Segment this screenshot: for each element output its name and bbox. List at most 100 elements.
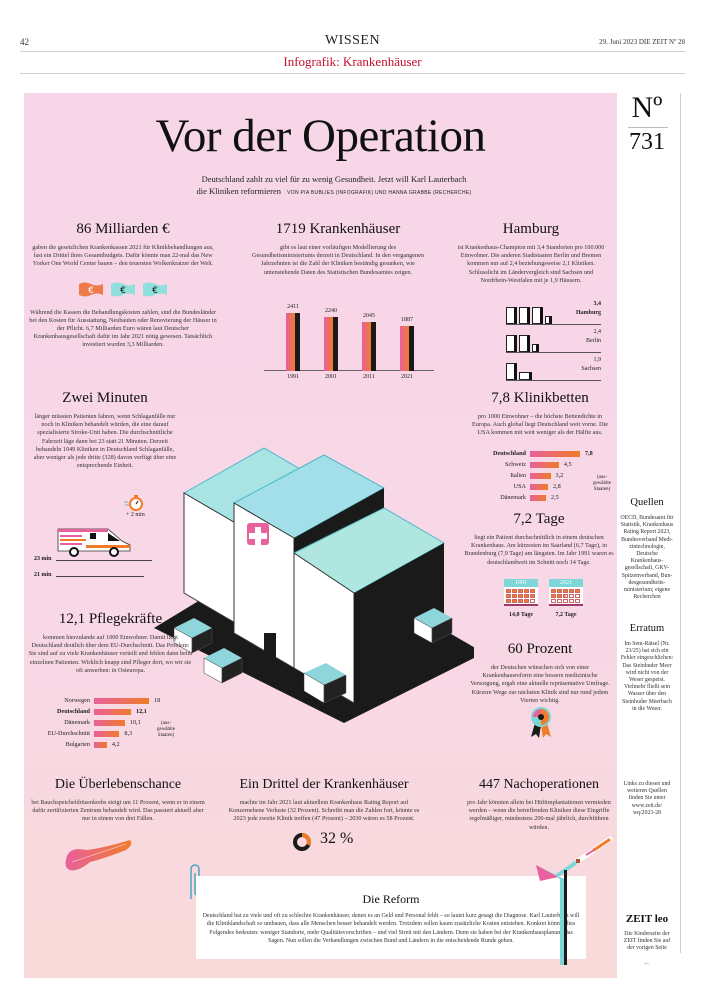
chart-category-label: 2001 bbox=[325, 374, 337, 380]
chart-bar bbox=[400, 325, 414, 371]
bar-label: Dänemark bbox=[64, 719, 90, 726]
award-rosette-icon bbox=[531, 707, 551, 738]
svg-text:€: € bbox=[88, 286, 94, 296]
bar bbox=[530, 483, 548, 490]
bar-value: 4,2 bbox=[111, 741, 120, 748]
hospital-count-chart: 2411 1991 2240 2001 2045 2011 1887 2021 bbox=[264, 298, 434, 380]
bar-value: 2,8 bbox=[552, 483, 561, 490]
lede-line-2: die Kliniken reformieren bbox=[196, 186, 282, 196]
bar bbox=[94, 697, 149, 704]
bar-value: 3,2 bbox=[555, 472, 564, 479]
bar-label: USA bbox=[513, 483, 526, 490]
svg-text:€: € bbox=[152, 286, 158, 296]
bar-row: Deutschland 7,8 bbox=[480, 448, 610, 459]
zeitleo-logo[interactable]: ZEIT leo bbox=[625, 913, 669, 925]
chart-value-label: 2411 bbox=[287, 304, 299, 311]
block-title: Ein Drittel der Krankenhäuser bbox=[239, 777, 409, 792]
arrow-23-min bbox=[56, 560, 152, 561]
reform-title: Die Reform bbox=[362, 892, 420, 906]
pflege-note: (aus-gewählte Staaten) bbox=[156, 721, 176, 738]
quellen-title: Quellen bbox=[630, 497, 664, 508]
block-nachoperationen: 447 Nachoperationen pro Jahr könnten all… bbox=[464, 777, 614, 832]
bar-label: Deutschland bbox=[492, 450, 526, 457]
ambulance-icon bbox=[57, 528, 131, 557]
bar-value: 2,5 bbox=[551, 494, 559, 501]
block-text: kommen hierzulande auf 1000 Einwohner. D… bbox=[28, 634, 193, 674]
bar-label: Deutschland bbox=[56, 708, 90, 715]
bar-value: 7,8 bbox=[585, 450, 593, 457]
page-title: Vor der Operation bbox=[155, 110, 486, 162]
hamburg-label: Sachsen bbox=[581, 366, 601, 372]
pancreas-icon bbox=[65, 840, 132, 871]
hamburg-row: 2,4 Berlin bbox=[506, 327, 601, 353]
building-icon bbox=[519, 335, 530, 352]
links-text: Links zu diesen und weiteren Quellen fin… bbox=[623, 781, 671, 816]
back-arrow-icon[interactable]: ← bbox=[643, 958, 651, 967]
donut-share bbox=[301, 833, 311, 846]
block-text: liegt ein Patient durchschnittlich in ei… bbox=[464, 534, 614, 566]
block-klinikbetten: 7,8 Klinikbetten pro 1000 Einwohner – di… bbox=[470, 390, 610, 438]
plus-two-min-label: + 2 min bbox=[126, 512, 145, 518]
block-text: gaben die gesetzlichen Krankenkassen 202… bbox=[32, 244, 214, 268]
block-60-prozent: 60 Prozent der Deutschen wünschen sich v… bbox=[470, 641, 610, 705]
infographic-poster: Vor der Operation Deutschland zahlt zu v… bbox=[24, 93, 617, 978]
bar bbox=[94, 730, 120, 737]
calendar-label: 7,2 Tage bbox=[555, 612, 577, 618]
building-icon bbox=[519, 307, 530, 324]
euro-banknote-icon: € bbox=[143, 282, 167, 297]
hamburg-value: 3,4 bbox=[593, 301, 602, 307]
bar-row: USA 2,8 bbox=[480, 481, 610, 492]
building-icon bbox=[532, 307, 543, 324]
reform-card: Die Reform Deutschland hat zu viele und … bbox=[196, 876, 586, 959]
chart-bar bbox=[286, 313, 300, 371]
infografik-subheading: Infografik: Krankenhäuser bbox=[20, 52, 685, 74]
klinikbetten-chart: Deutschland 7,8 Schweiz 4,5 Italien 3,2 USA 2,8… bbox=[480, 448, 610, 503]
entrance-door bbox=[264, 633, 276, 657]
erratum-text: Im Sem-Rätsel (Nr. 23/25) hat sich ein F… bbox=[620, 641, 674, 712]
euro-banknote-icon: € bbox=[79, 282, 103, 297]
bar-label: Schweiz bbox=[505, 461, 526, 468]
label-23-min: 23 min bbox=[34, 556, 52, 562]
lede: Deutschland zahlt zu viel für zu wenig G… bbox=[164, 173, 504, 199]
hamburg-value: 2,4 bbox=[593, 329, 602, 335]
calendar-comparison: 1991 14,0 Tage 2021 7,2 Tage bbox=[504, 579, 604, 629]
chart-category-label: 2011 bbox=[363, 374, 375, 380]
calendar-year: 1991 bbox=[504, 579, 538, 587]
block-text: ist Krankenhaus-Champion mit 3,4 Standor… bbox=[457, 244, 605, 284]
building-icon bbox=[506, 363, 517, 380]
bar-value: 12,1 bbox=[135, 708, 147, 715]
bar bbox=[530, 494, 547, 501]
bar-row: Bulgarien 4,2 bbox=[32, 739, 177, 750]
bar-value: 10,1 bbox=[129, 719, 141, 726]
block-krankenhaeuser: 1719 Krankenhäuser gibt es laut einer vo… bbox=[250, 221, 426, 277]
page-number: 42 bbox=[20, 37, 29, 47]
block-title: Zwei Minuten bbox=[62, 390, 148, 406]
hamburg-row: 1,9 Sachsen bbox=[506, 355, 601, 381]
stopwatch-icon bbox=[124, 495, 143, 511]
block-tage: 7,2 Tage liegt ein Patient durchschnittl… bbox=[464, 511, 614, 567]
chart-value-label: 1887 bbox=[401, 316, 413, 323]
divider bbox=[628, 127, 668, 128]
block-hamburg: Hamburg ist Krankenhaus-Champion mit 3,4… bbox=[456, 221, 606, 285]
block-pflege: 12,1 Pflegekräfte kommen hierzulande auf… bbox=[28, 611, 193, 675]
block-text: bei Bauchspeicheldrüsenkrebs steigt um 1… bbox=[31, 799, 205, 823]
bar-row: EU-Durchschnitt 8,3 bbox=[32, 728, 177, 739]
block-text: der Deutschen wünschen sich von einer Kr… bbox=[470, 664, 610, 704]
issue-info: 29. Juni 2023 DIE ZEIT Nº 28 bbox=[599, 38, 685, 46]
hamburg-row: 3,4 Hamburg bbox=[506, 299, 601, 325]
lede-line-1: Deutschland zahlt zu viel für zu wenig G… bbox=[201, 174, 467, 184]
hamburg-value: 1,9 bbox=[593, 357, 602, 363]
reform-text: Deutschland hat zu viele und oft zu schl… bbox=[202, 913, 580, 944]
chart-category-label: 2021 bbox=[401, 374, 413, 380]
chart-value-label: 2240 bbox=[325, 308, 337, 315]
calendar-year: 2021 bbox=[549, 579, 583, 587]
building-icon bbox=[519, 372, 532, 380]
block-title: 7,2 Tage bbox=[513, 511, 565, 527]
bar-label: Dänemark bbox=[500, 494, 526, 501]
block-text: pro Jahr könnten allein bei Hüftimplanta… bbox=[467, 799, 611, 831]
block-title: Die Überlebenschance bbox=[54, 777, 182, 792]
erratum-title: Erratum bbox=[629, 623, 665, 634]
block-text: pro 1000 Einwohner – die höchste Bettend… bbox=[472, 413, 608, 437]
sidebar-rule bbox=[680, 93, 681, 953]
bar bbox=[94, 708, 131, 715]
